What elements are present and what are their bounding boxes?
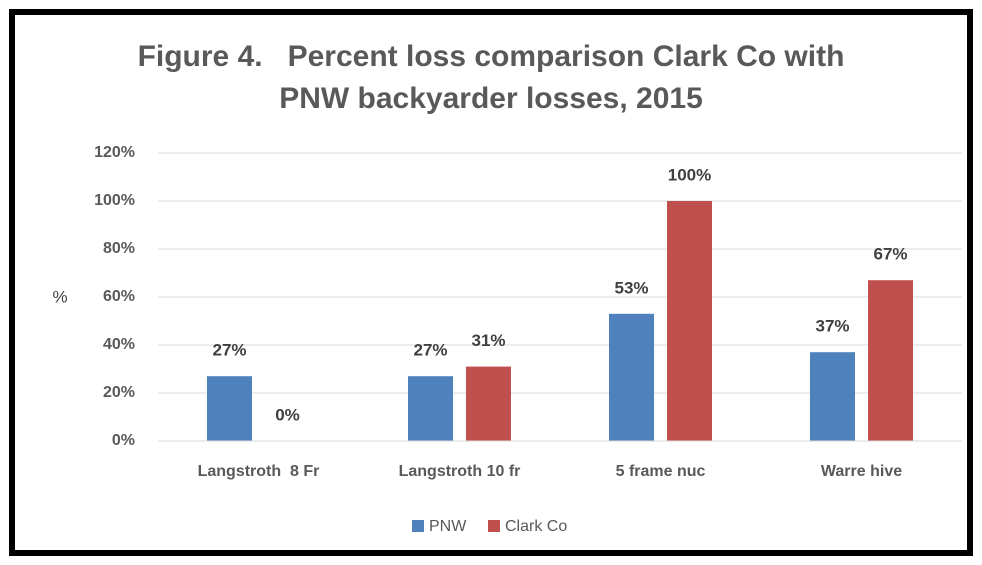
data-label: 37%	[815, 317, 849, 336]
y-axis-label: %	[52, 287, 67, 306]
chart-title: Figure 4. Percent loss comparison Clark …	[138, 40, 845, 73]
data-label: 27%	[212, 341, 246, 360]
chart-title: PNW backyarder losses, 2015	[279, 82, 703, 115]
y-tick-label: 100%	[94, 192, 135, 209]
legend-label: PNW	[429, 518, 467, 535]
x-tick-label: 5 frame nuc	[616, 463, 706, 480]
y-tick-label: 0%	[112, 432, 135, 449]
data-label: 31%	[471, 331, 505, 350]
x-tick-label: Langstroth 8 Fr	[198, 463, 320, 480]
bar	[207, 376, 252, 441]
legend-label: Clark Co	[505, 518, 567, 535]
legend-swatch	[412, 520, 424, 532]
y-tick-label: 40%	[103, 336, 135, 353]
bar	[667, 201, 712, 441]
data-label: 0%	[275, 405, 300, 424]
y-tick-label: 120%	[94, 144, 135, 161]
y-tick-label: 60%	[103, 288, 135, 305]
legend-swatch	[488, 520, 500, 532]
bar	[810, 352, 855, 441]
chart-frame	[9, 9, 973, 556]
y-tick-label: 80%	[103, 240, 135, 257]
bar	[408, 376, 453, 441]
data-label: 27%	[413, 341, 447, 360]
bar	[466, 366, 511, 441]
y-tick-label: 20%	[103, 384, 135, 401]
x-tick-label: Langstroth 10 fr	[399, 463, 521, 480]
data-label: 100%	[668, 165, 711, 184]
x-tick-label: Warre hive	[821, 463, 902, 480]
bar	[609, 313, 654, 441]
data-label: 53%	[614, 278, 648, 297]
data-label: 67%	[873, 245, 907, 264]
bar	[868, 280, 913, 441]
